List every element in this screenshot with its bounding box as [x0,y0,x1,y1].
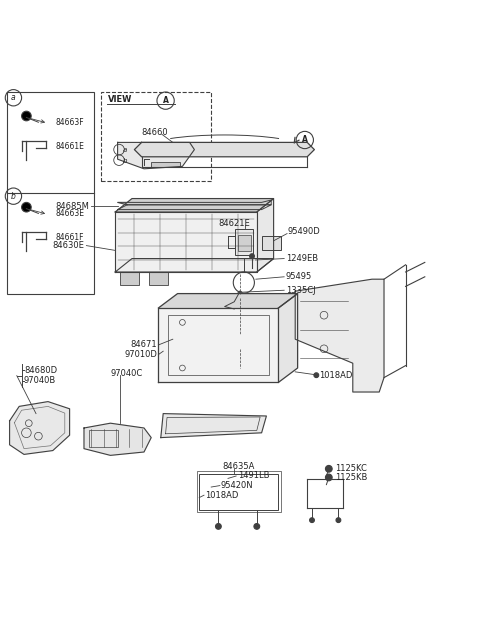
Circle shape [22,202,31,212]
Text: 97040B: 97040B [24,376,56,385]
Text: 84663F: 84663F [55,118,84,127]
Text: a: a [11,93,16,102]
Text: 84621E: 84621E [218,220,250,228]
Polygon shape [118,142,194,169]
Text: a: a [122,147,127,153]
Text: 84660: 84660 [142,128,168,138]
Polygon shape [161,413,266,438]
Text: 84685M: 84685M [55,202,89,211]
Text: 1125KC: 1125KC [335,464,367,474]
Text: 1335CJ: 1335CJ [286,285,315,295]
Text: 84671: 84671 [131,340,157,349]
Polygon shape [158,308,278,382]
Bar [7,92,94,294]
Circle shape [325,474,332,481]
Text: 1125KB: 1125KB [335,473,367,482]
Text: 84661F: 84661F [55,233,84,242]
Text: A: A [302,136,308,145]
Circle shape [250,253,254,259]
Polygon shape [278,294,298,382]
Bar [262,236,281,250]
Text: b: b [122,157,127,164]
Text: 97010D: 97010D [125,350,157,359]
Circle shape [216,524,221,529]
Bar [168,315,269,375]
Polygon shape [118,205,271,210]
Text: 1249EB: 1249EB [286,254,318,263]
Polygon shape [158,294,298,308]
Text: 84663E: 84663E [55,209,84,218]
Text: 1018AD: 1018AD [205,491,239,500]
Circle shape [254,524,260,529]
Polygon shape [257,198,274,272]
Polygon shape [10,402,70,454]
Text: A: A [163,96,168,105]
Circle shape [22,111,31,121]
Text: 97040C: 97040C [110,369,143,378]
Polygon shape [115,212,257,272]
Polygon shape [115,259,274,272]
Circle shape [238,291,242,295]
Text: 95495: 95495 [286,272,312,282]
Text: 84661E: 84661E [55,141,84,151]
Circle shape [325,465,332,472]
Polygon shape [84,423,151,456]
Polygon shape [118,200,271,205]
Bar [235,228,253,255]
Bar [197,471,281,512]
Text: 1018AD: 1018AD [319,371,353,380]
Text: 84635A: 84635A [223,462,255,471]
Polygon shape [295,279,384,392]
Circle shape [314,372,319,378]
Circle shape [336,518,341,522]
Bar [101,92,211,180]
Bar [199,474,278,509]
Polygon shape [134,142,314,157]
Bar [151,161,180,167]
Circle shape [310,518,314,522]
Bar [149,272,168,285]
Bar [120,272,139,285]
Text: 95490D: 95490D [288,227,321,236]
Text: 1491LB: 1491LB [238,472,269,481]
Text: VIEW: VIEW [108,95,132,104]
Bar [238,234,251,252]
Text: 84630E: 84630E [52,241,84,250]
Text: 95420N: 95420N [221,481,253,490]
Text: b: b [11,191,16,201]
Text: 84680D: 84680D [24,366,57,375]
Bar [89,430,118,447]
Polygon shape [115,198,274,212]
